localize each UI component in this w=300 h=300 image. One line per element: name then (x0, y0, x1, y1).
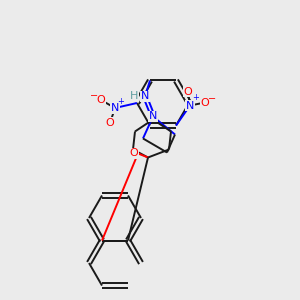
Text: N: N (141, 92, 149, 101)
Text: +: + (193, 93, 200, 102)
Text: −: − (90, 91, 98, 101)
Text: O: O (201, 98, 209, 107)
Text: −: − (208, 94, 216, 103)
Text: +: + (118, 97, 124, 106)
Text: O: O (184, 86, 192, 97)
Text: O: O (106, 118, 114, 128)
Text: H: H (130, 92, 138, 101)
Text: O: O (97, 95, 105, 105)
Text: N: N (186, 100, 194, 110)
Text: O: O (130, 148, 138, 158)
Text: N: N (149, 112, 157, 122)
Text: N: N (111, 103, 119, 113)
